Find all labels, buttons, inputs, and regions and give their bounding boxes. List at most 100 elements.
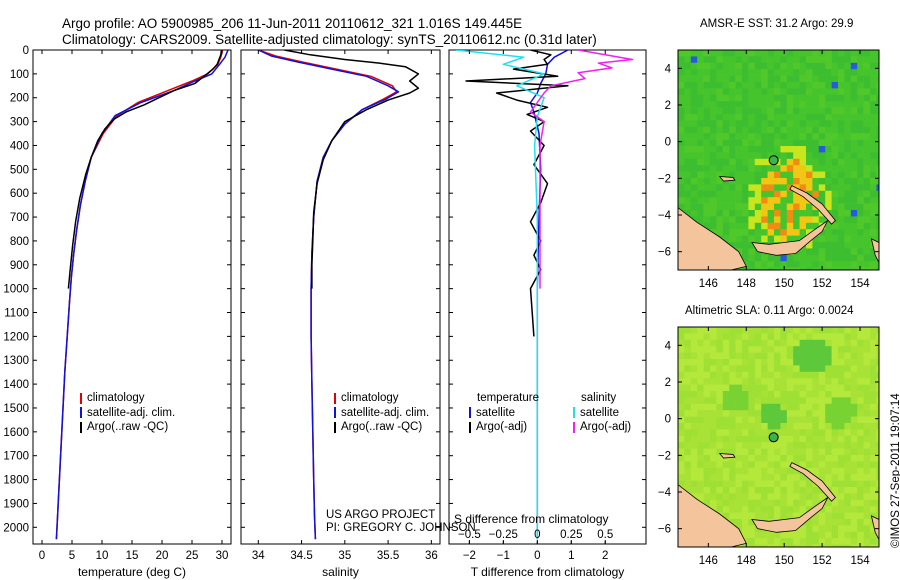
- map-cell: [748, 107, 756, 115]
- map-cell: [831, 158, 839, 166]
- map-cell: [729, 397, 736, 405]
- map-cell: [838, 403, 845, 411]
- map-cell: [831, 248, 839, 256]
- map-cell: [748, 333, 756, 341]
- map-cell: [825, 371, 832, 379]
- map-cell: [857, 203, 864, 211]
- map-cell: [678, 114, 685, 121]
- map-cell: [754, 403, 762, 411]
- map-cell: [806, 133, 813, 140]
- map-cell: [876, 397, 879, 405]
- map-cell: [735, 493, 743, 501]
- map-cell: [690, 339, 698, 347]
- map-cell: [793, 101, 800, 108]
- map-cell: [748, 352, 756, 360]
- map-cell: [863, 448, 871, 456]
- map-cell: [812, 371, 820, 379]
- map-cell: [831, 133, 839, 140]
- map-cell: [857, 120, 864, 128]
- map-cell: [729, 365, 736, 373]
- map-cell: [716, 359, 724, 366]
- map-cell: [742, 499, 749, 507]
- map-cell: [754, 359, 762, 366]
- map-cell: [735, 120, 743, 128]
- map-cell: [703, 455, 711, 462]
- map-cell: [806, 101, 813, 108]
- map-cell: [774, 178, 781, 185]
- map-cell: [710, 346, 717, 353]
- map-cell: [703, 467, 711, 475]
- map-cell: [697, 139, 704, 147]
- map-cell: [703, 222, 711, 230]
- map-cell: [799, 146, 807, 153]
- map-cell: [870, 429, 877, 437]
- map-cell: [863, 339, 871, 347]
- map-cell: [838, 346, 845, 353]
- map-cell: [678, 442, 685, 449]
- map-cell: [799, 544, 807, 547]
- map-cell: [742, 114, 749, 121]
- map-cell: [838, 146, 845, 153]
- map-cell: [729, 519, 736, 526]
- map-cell: [818, 410, 826, 417]
- map-cell: [774, 384, 781, 392]
- map-cell: [876, 165, 879, 172]
- map-cell: [825, 423, 832, 430]
- map-cell: [838, 506, 845, 513]
- map-cell: [716, 474, 724, 481]
- map-cell: [697, 403, 704, 411]
- map-cell: [716, 461, 724, 469]
- map-cell: [690, 423, 698, 430]
- map-cell: [850, 197, 858, 204]
- map-cell: [697, 171, 704, 179]
- map-cell: [870, 94, 877, 102]
- map-cell: [831, 107, 839, 115]
- map-cell: [690, 146, 698, 153]
- map-cell: [780, 416, 788, 424]
- map-cell: [761, 480, 768, 488]
- map-cell: [722, 165, 730, 172]
- map-cell: [716, 139, 724, 147]
- map-cell: [831, 184, 839, 192]
- map-cell: [825, 512, 832, 520]
- map-cell: [774, 267, 781, 270]
- map-cell: [870, 544, 877, 547]
- map-cell: [793, 359, 800, 366]
- map-cell: [748, 455, 756, 462]
- map-cell: [786, 397, 794, 405]
- map-cell: [799, 62, 807, 70]
- map-cell: [754, 442, 762, 449]
- map-cell: [857, 152, 864, 160]
- map-cell: [793, 429, 800, 437]
- map-cell: [863, 254, 871, 262]
- map-cell: [748, 171, 756, 179]
- map-cell: [729, 203, 736, 211]
- map-cell: [754, 139, 762, 147]
- map-cell: [710, 455, 717, 462]
- map-cell: [684, 467, 692, 475]
- map-cell: [754, 229, 762, 236]
- map-cell: [870, 391, 877, 398]
- map-cell: [838, 327, 845, 334]
- map-cell: [678, 133, 685, 140]
- map-cell: [818, 139, 826, 147]
- map-cell: [767, 190, 775, 198]
- map-cell: [818, 197, 826, 204]
- map-cell: [710, 165, 717, 172]
- map-cell: [844, 190, 852, 198]
- map-cell: [684, 487, 692, 494]
- map-cell: [844, 346, 852, 353]
- map-cell: [786, 254, 794, 262]
- map-cell: [742, 88, 749, 96]
- map-cell: [703, 101, 711, 108]
- map-cell: [818, 126, 826, 134]
- map-cell: [799, 327, 807, 334]
- map-cell: [806, 184, 813, 192]
- map-cell: [786, 493, 794, 501]
- map-cell: [786, 210, 794, 217]
- map-cell: [844, 448, 852, 456]
- map-cell: [812, 455, 820, 462]
- map-cell: [767, 352, 775, 360]
- map-cell: [697, 480, 704, 488]
- map-cell: [863, 429, 871, 437]
